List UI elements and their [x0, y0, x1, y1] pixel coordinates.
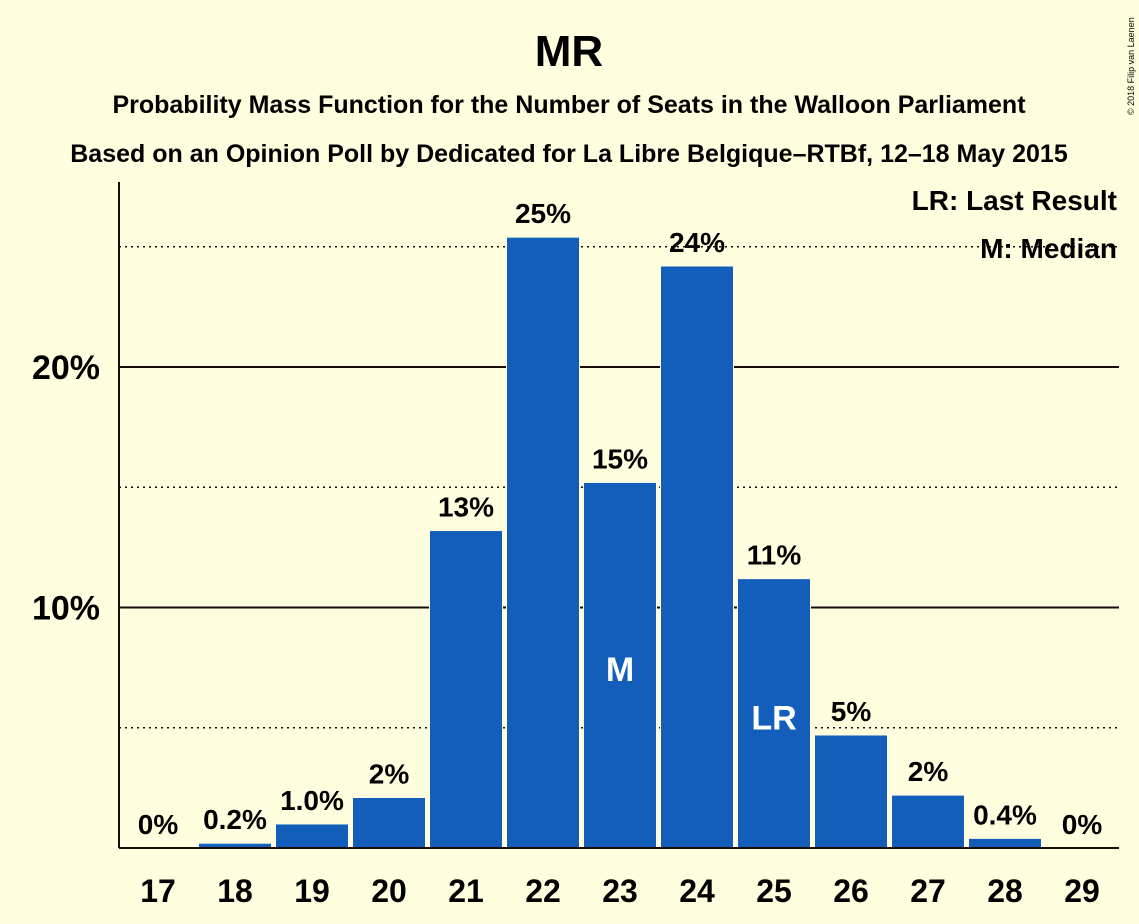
legend-median: M: Median: [980, 233, 1117, 264]
x-tick-label: 17: [140, 873, 176, 909]
x-axis-ticks: 17 18 19 20 21 22 23 24 25 26 27 28 29: [140, 873, 1100, 909]
bar-label-23: 15%: [592, 443, 648, 474]
bar-label-17: 0%: [138, 809, 179, 840]
bar-label-18: 0.2%: [203, 804, 267, 835]
bar-label-26: 5%: [831, 696, 872, 727]
bar-19: [275, 823, 349, 849]
bar-24: [660, 265, 734, 849]
copyright: © 2018 Filip van Laenen: [1126, 17, 1136, 115]
bar-label-21: 13%: [438, 492, 494, 523]
bar-22: [506, 236, 580, 849]
x-tick-label: 28: [987, 873, 1023, 909]
x-tick-label: 23: [602, 873, 638, 909]
x-tick-label: 24: [679, 873, 715, 909]
bar-20: [352, 796, 426, 849]
bar-label-29: 0%: [1062, 809, 1103, 840]
x-tick-label: 29: [1064, 873, 1100, 909]
chart-subtitle: Probability Mass Function for the Number…: [112, 91, 1026, 119]
x-tick-label: 21: [448, 873, 484, 909]
bar-label-27: 2%: [908, 756, 949, 787]
chart-subtitle-2: Based on an Opinion Poll by Dedicated fo…: [70, 140, 1068, 168]
bar-label-19: 1.0%: [280, 785, 344, 816]
last-result-marker: LR: [751, 699, 796, 737]
bar-label-22: 25%: [515, 198, 571, 229]
x-tick-label: 26: [833, 873, 869, 909]
y-tick-label: 20%: [32, 349, 100, 387]
chart-title: MR: [535, 27, 603, 76]
bar-label-28: 0.4%: [973, 799, 1037, 830]
x-tick-label: 18: [217, 873, 253, 909]
x-tick-label: 25: [756, 873, 792, 909]
bar-26: [814, 734, 888, 849]
bar-28: [968, 837, 1042, 849]
legend-last-result: LR: Last Result: [912, 185, 1117, 216]
bar-label-20: 2%: [369, 758, 410, 789]
bar-25: [737, 578, 811, 849]
bar-21: [429, 530, 503, 849]
x-tick-label: 19: [294, 873, 330, 909]
bar-label-24: 24%: [669, 227, 725, 258]
median-marker: M: [606, 651, 634, 689]
x-tick-label: 27: [910, 873, 946, 909]
bar-labels: 0% 0.2% 1.0% 2% 13% 25% 15% M 24% 11% LR 5% 2% 0.4% 0%: [138, 198, 1103, 840]
bar-27: [891, 794, 965, 849]
x-tick-label: 22: [525, 873, 561, 909]
y-axis-ticks: 10% 20%: [32, 349, 100, 628]
y-tick-label: 10%: [32, 590, 100, 628]
bar-label-25: 11%: [747, 540, 802, 571]
bars: [198, 236, 1042, 849]
x-tick-label: 20: [371, 873, 407, 909]
